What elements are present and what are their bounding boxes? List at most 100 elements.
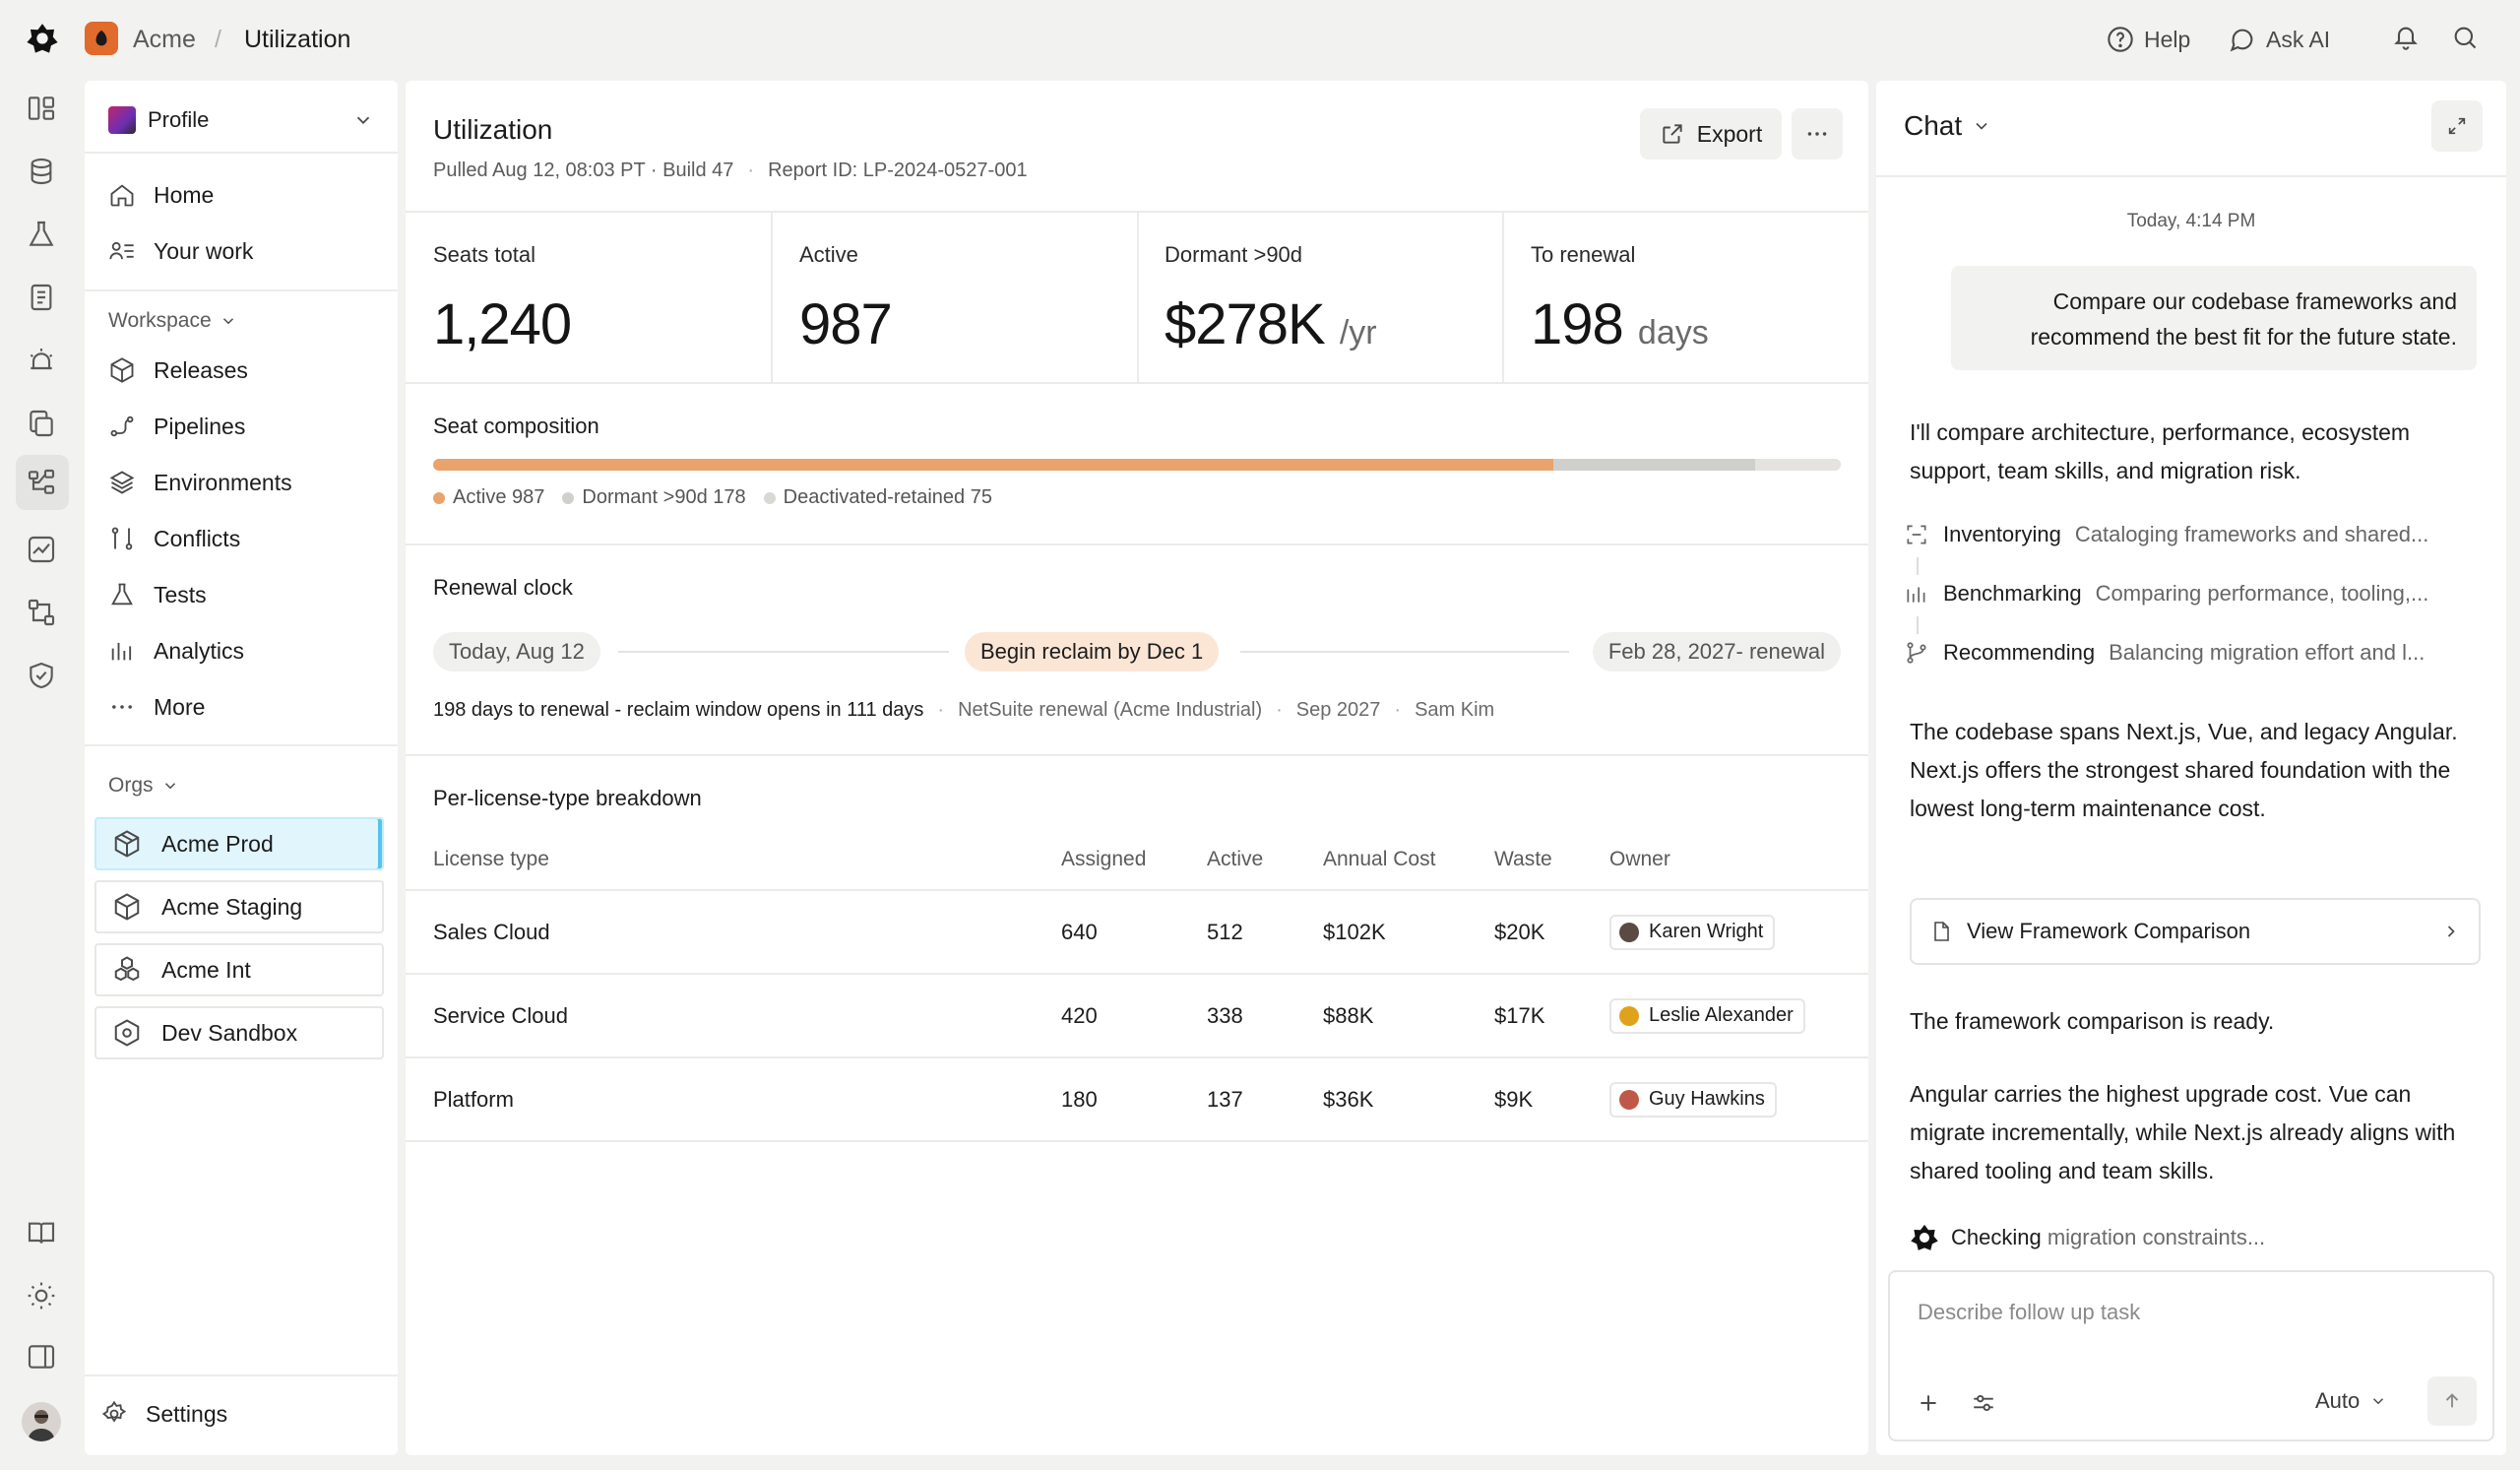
sidebar-item-label: Home [154,181,215,208]
bar-chart-icon [108,637,136,665]
sidebar-item-settings[interactable]: Settings [100,1394,227,1434]
step-description: Cataloging frameworks and shared... [2074,522,2429,546]
table-row[interactable]: Service Cloud 420 338 $88K $17K Leslie A… [406,974,1868,1058]
avatar [1619,1005,1639,1026]
plus-icon[interactable] [1916,1390,1941,1416]
app-logo-icon[interactable] [26,22,59,55]
chat-composer: Describe follow up task Auto [1888,1270,2494,1441]
stat-number: 987 [799,292,893,356]
step-label: Recommending [1943,640,2096,665]
sidebar-item-label: Pipelines [154,413,246,439]
stat-unit: /yr [1339,314,1377,352]
orgs-heading[interactable]: Orgs [108,774,179,798]
document-icon[interactable] [26,282,57,313]
profile-selector[interactable]: Profile [108,100,374,140]
table-row[interactable]: Platform 180 137 $36K $9K Guy Hawkins [406,1057,1868,1142]
org-item-acme-prod[interactable]: Acme Prod [94,817,384,870]
card-label: View Framework Comparison [1967,919,2251,943]
sliders-icon[interactable] [1971,1390,1996,1416]
step-description: Balancing migration effort and l... [2109,640,2426,665]
assistant-intro: I'll compare architecture, performance, … [1910,419,2411,483]
chat-title: Chat [1904,110,1963,141]
assigned-cell: 420 [1061,974,1207,1058]
stat-value: 987 [799,291,893,357]
divider [406,211,1868,213]
file-icon [1929,920,1953,943]
avatar [1619,1089,1639,1110]
breadcrumb-org[interactable]: Acme [133,26,196,53]
waste-cell: $9K [1494,1057,1609,1142]
owner-chip[interactable]: Guy Hawkins [1609,1081,1777,1118]
license-type-cell: Platform [406,1057,1061,1142]
column-header[interactable]: Owner [1609,829,1868,891]
sidebar-item-your-work[interactable]: Your work [108,231,253,271]
org-item-acme-staging[interactable]: Acme Staging [94,880,384,933]
chat-input[interactable]: Describe follow up task [1918,1300,2141,1324]
alert-light-icon[interactable] [26,345,57,376]
sidebar-item-more[interactable]: More [108,687,205,727]
search-icon[interactable] [2451,24,2479,51]
progress-step-benchmarking: Benchmarking Comparing performance, tool… [1904,581,2428,607]
book-icon[interactable] [26,1217,57,1248]
owner-name: Leslie Alexander [1649,1004,1794,1026]
divider [1876,175,2506,177]
timeline-milestone-pill: Begin reclaim by Dec 1 [965,632,1220,671]
legend-item: Active 987 [433,486,544,509]
stat-label: Active [799,242,858,267]
sidebar-item-releases[interactable]: Releases [108,351,248,390]
sun-icon[interactable] [26,1280,57,1311]
sidebar-toggle-icon[interactable] [26,1341,57,1373]
help-circle-icon [2107,26,2134,53]
table-header-row: License type Assigned Active Annual Cost… [406,829,1868,891]
sidebar-item-environments[interactable]: Environments [108,463,292,502]
more-actions-button[interactable] [1792,108,1843,160]
mode-selector[interactable]: Auto [2315,1388,2387,1414]
sidebar-divider [85,289,398,291]
column-header[interactable]: Assigned [1061,829,1207,891]
activity-chart-icon[interactable] [26,534,57,565]
flask-icon [108,581,136,608]
orgs-heading-label: Orgs [108,774,154,797]
legend-dot [763,491,776,504]
org-avatar[interactable] [85,22,118,55]
column-header[interactable]: Waste [1494,829,1609,891]
export-button[interactable]: Export [1640,108,1782,160]
workspace-heading[interactable]: Workspace [108,309,237,333]
owner-chip[interactable]: Karen Wright [1609,914,1776,950]
view-comparison-card[interactable]: View Framework Comparison [1910,898,2481,965]
flask-icon[interactable] [26,219,57,250]
divider [406,543,1868,545]
git-pull-request-icon[interactable] [26,597,57,628]
table-row[interactable]: Sales Cloud 640 512 $102K $20K Karen Wri… [406,890,1868,975]
seat-composition-legend: Active 987 Dormant >90d 178 Deactivated-re… [433,486,992,509]
column-header[interactable]: Active [1207,829,1323,891]
cube-icon [112,892,142,922]
sidebar-item-analytics[interactable]: Analytics [108,631,244,671]
copy-icon[interactable] [26,408,57,439]
user-avatar[interactable] [22,1402,61,1441]
bar-chart-icon [1904,581,1929,607]
chat-title-selector[interactable]: Chat [1904,110,1991,142]
dashboard-icon[interactable] [26,93,57,124]
database-icon[interactable] [26,156,57,187]
org-item-acme-int[interactable]: Acme Int [94,943,384,996]
help-button[interactable]: Help [2107,22,2190,57]
breadcrumb-page: Utilization [244,26,351,53]
bell-icon[interactable] [2392,24,2420,51]
sidebar-item-home[interactable]: Home [108,175,214,215]
sidebar-item-tests[interactable]: Tests [108,575,207,614]
sidebar-item-conflicts[interactable]: Conflicts [108,519,240,558]
owner-cell: Karen Wright [1609,890,1868,975]
shield-check-icon[interactable] [26,660,57,691]
sidebar-item-pipelines[interactable]: Pipelines [108,407,245,446]
owner-chip[interactable]: Leslie Alexander [1609,997,1805,1034]
ask-ai-button[interactable]: Ask AI [2229,22,2330,57]
profile-avatar [108,106,136,134]
send-button[interactable] [2427,1376,2477,1426]
column-header[interactable]: Annual Cost [1323,829,1494,891]
expand-chat-button[interactable] [2431,100,2483,152]
assistant-ready: The framework comparison is ready. [1910,1008,2275,1034]
column-header[interactable]: License type [406,829,1061,891]
org-item-dev-sandbox[interactable]: Dev Sandbox [94,1006,384,1059]
org-tree-icon[interactable] [26,467,57,498]
